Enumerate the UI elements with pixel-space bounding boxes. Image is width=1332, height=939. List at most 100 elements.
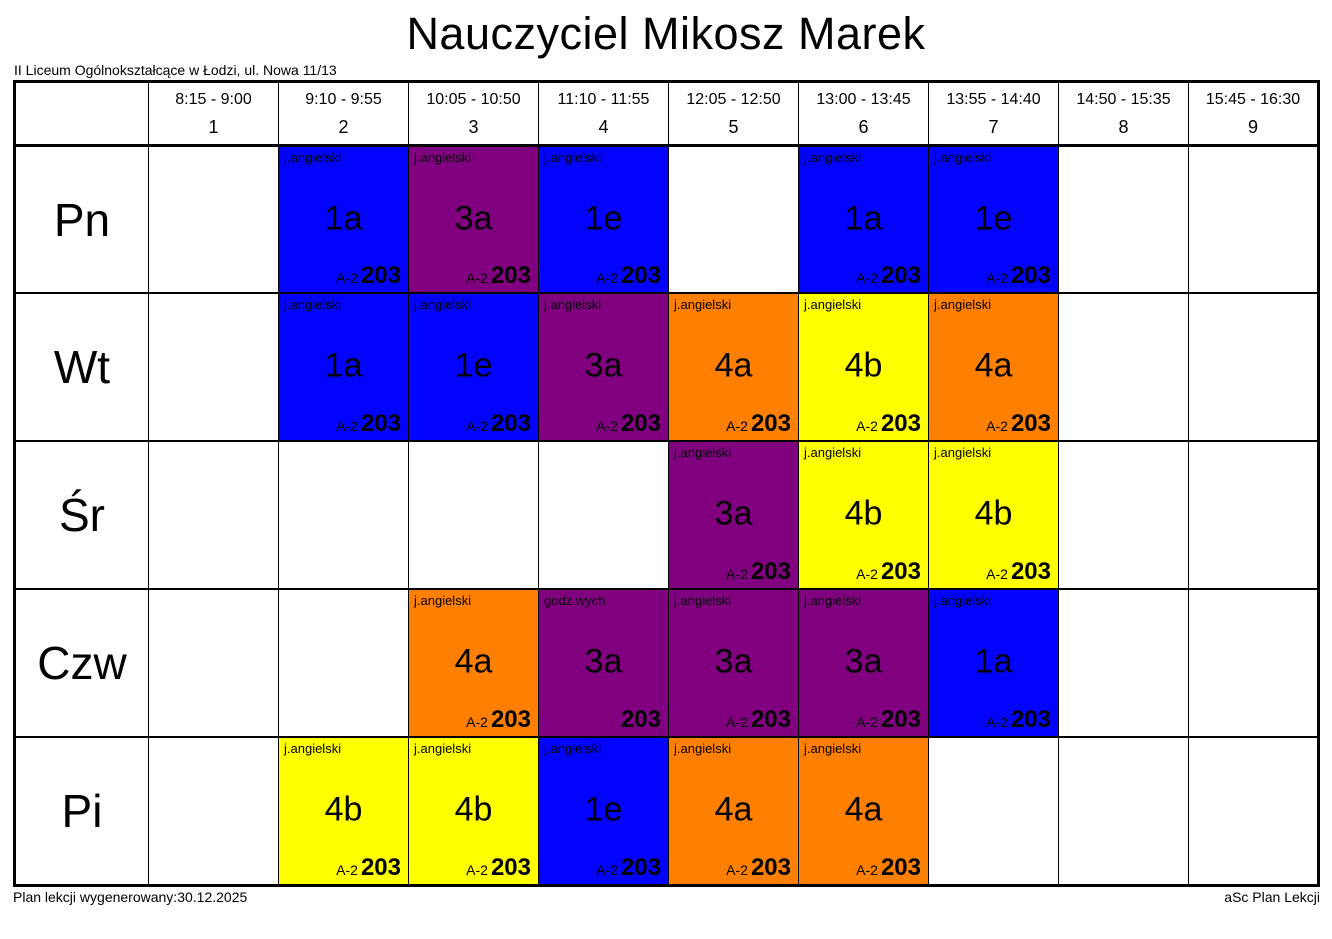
- period-time: 8:15 - 9:00: [175, 91, 252, 109]
- lesson-group: 3a: [714, 494, 753, 533]
- lesson-pi-6: j.angielski 4a A-2 203: [798, 736, 929, 886]
- lesson-room: A-2 203: [986, 412, 1051, 436]
- room-building: A-2: [726, 566, 748, 583]
- room-building: A-2: [466, 714, 488, 731]
- room-building: A-2: [726, 714, 748, 731]
- empty-cell-pn-1: [148, 144, 279, 294]
- lesson-group: 3a: [584, 642, 623, 681]
- day-label-pi: Pi: [14, 736, 149, 886]
- lesson-pn-2: j.angielski 1a A-2 203: [278, 144, 409, 294]
- day-label-czw: Czw: [14, 588, 149, 738]
- lesson-block: j.angielski 1e A-2 203: [929, 147, 1058, 293]
- lesson-block: j.angielski 4b A-2 203: [409, 739, 538, 884]
- room-building: A-2: [596, 418, 618, 435]
- room-building: A-2: [986, 566, 1008, 583]
- lesson-room: A-2 203: [856, 264, 921, 288]
- lesson-group: 4a: [714, 790, 753, 829]
- lesson-pi-2: j.angielski 4b A-2 203: [278, 736, 409, 886]
- period-time: 15:45 - 16:30: [1205, 91, 1301, 109]
- room-building: A-2: [336, 861, 358, 878]
- room-building: A-2: [596, 270, 618, 287]
- page-title: Nauczyciel Mikosz Marek: [406, 8, 926, 59]
- empty-cell-sr-2: [278, 440, 409, 590]
- lesson-group: 4a: [714, 346, 753, 385]
- lesson-group: 3a: [714, 642, 753, 681]
- lesson-group: 4b: [974, 494, 1013, 533]
- footer: Plan lekcji wygenerowany:30.12.2025 aSc …: [13, 889, 1320, 905]
- lesson-group: 3a: [454, 199, 493, 238]
- lesson-room: A-2 203: [726, 560, 791, 584]
- room-number: 203: [620, 262, 661, 290]
- period-number: 1: [208, 116, 219, 137]
- room-building: A-2: [466, 418, 488, 435]
- empty-cell-wt-9: [1188, 292, 1319, 442]
- lesson-group: 4b: [844, 494, 883, 533]
- timetable-body: Pn j.angielski 1a A-2 203 j.angielski 3a A-2 203…: [14, 144, 1319, 886]
- room-number: 203: [360, 262, 401, 290]
- lesson-subject: j.angielski: [284, 741, 342, 757]
- lesson-sr-6: j.angielski 4b A-2 203: [798, 440, 929, 590]
- room-building: A-2: [336, 270, 358, 287]
- room-building: A-2: [856, 714, 878, 731]
- lesson-block: j.angielski 4a A-2 203: [409, 591, 538, 737]
- lesson-group: 1a: [324, 199, 363, 238]
- room-number: 203: [620, 706, 661, 734]
- lesson-group: 1e: [454, 346, 493, 385]
- lesson-room: A-2 203: [986, 264, 1051, 288]
- period-time: 13:00 - 13:45: [816, 91, 911, 109]
- lesson-room: A-2 203: [596, 855, 661, 880]
- room-number: 203: [750, 853, 791, 881]
- lesson-subject: j.angielski: [804, 593, 862, 609]
- lesson-czw-5: j.angielski 3a A-2 203: [668, 588, 799, 738]
- room-building: A-2: [466, 861, 488, 878]
- room-number: 203: [490, 410, 531, 438]
- lesson-czw-6: j.angielski 3a A-2 203: [798, 588, 929, 738]
- lesson-czw-7: j.angielski 1a A-2 203: [928, 588, 1059, 738]
- room-building: A-2: [986, 270, 1008, 287]
- lesson-room: A-2 203: [596, 412, 661, 436]
- room-building: A-2: [336, 418, 358, 435]
- lesson-pn-6: j.angielski 1a A-2 203: [798, 144, 929, 294]
- lesson-subject: j.angielski: [284, 297, 342, 313]
- lesson-subject: j.angielski: [674, 445, 732, 461]
- lesson-subject: j.angielski: [544, 741, 602, 757]
- period-number: 4: [598, 116, 609, 137]
- empty-cell-czw-9: [1188, 588, 1319, 738]
- period-header-8: 14:50 - 15:35 8: [1058, 80, 1189, 147]
- period-time: 13:55 - 14:40: [946, 91, 1041, 109]
- empty-cell-pn-5: [668, 144, 799, 294]
- room-number: 203: [490, 853, 531, 881]
- lesson-group: 4a: [974, 346, 1013, 385]
- empty-cell-czw-8: [1058, 588, 1189, 738]
- period-time: 11:10 - 11:55: [557, 91, 650, 109]
- lesson-block: j.angielski 4b A-2 203: [279, 739, 408, 884]
- empty-cell-pn-9: [1188, 144, 1319, 294]
- generated-date: Plan lekcji wygenerowany:30.12.2025: [13, 888, 248, 905]
- room-number: 203: [880, 410, 921, 438]
- room-number: 203: [360, 410, 401, 438]
- day-row-wt: Wt j.angielski 1a A-2 203 j.angielski 1e A-2 203…: [14, 292, 1319, 442]
- period-number: 9: [1247, 116, 1258, 137]
- lesson-block: j.angielski 3a A-2 203: [669, 591, 798, 737]
- room-number: 203: [490, 262, 531, 290]
- lesson-group: 3a: [844, 642, 883, 681]
- lesson-pn-3: j.angielski 3a A-2 203: [408, 144, 539, 294]
- period-header-1: 8:15 - 9:00 1: [148, 80, 279, 147]
- lesson-czw-3: j.angielski 4a A-2 203: [408, 588, 539, 738]
- lesson-room: A-2 203: [466, 412, 531, 436]
- day-row-czw: Czw j.angielski 4a A-2 203 godz.wych 3a 203 j.an…: [14, 588, 1319, 738]
- lesson-subject: j.angielski: [284, 149, 342, 165]
- lesson-block: j.angielski 4a A-2 203: [669, 295, 798, 441]
- period-number: 3: [468, 116, 479, 137]
- lesson-wt-2: j.angielski 1a A-2 203: [278, 292, 409, 442]
- lesson-group: 1a: [324, 346, 363, 385]
- room-number: 203: [1010, 558, 1051, 586]
- period-time: 9:10 - 9:55: [305, 91, 382, 109]
- lesson-block: godz.wych 3a 203: [539, 591, 668, 737]
- lesson-group: 1e: [974, 199, 1013, 238]
- room-building: A-2: [466, 270, 488, 287]
- lesson-block: j.angielski 4a A-2 203: [799, 739, 928, 884]
- lesson-group: 4a: [454, 642, 493, 681]
- lesson-pn-4: j.angielski 1e A-2 203: [538, 144, 669, 294]
- lesson-room: A-2 203: [726, 412, 791, 436]
